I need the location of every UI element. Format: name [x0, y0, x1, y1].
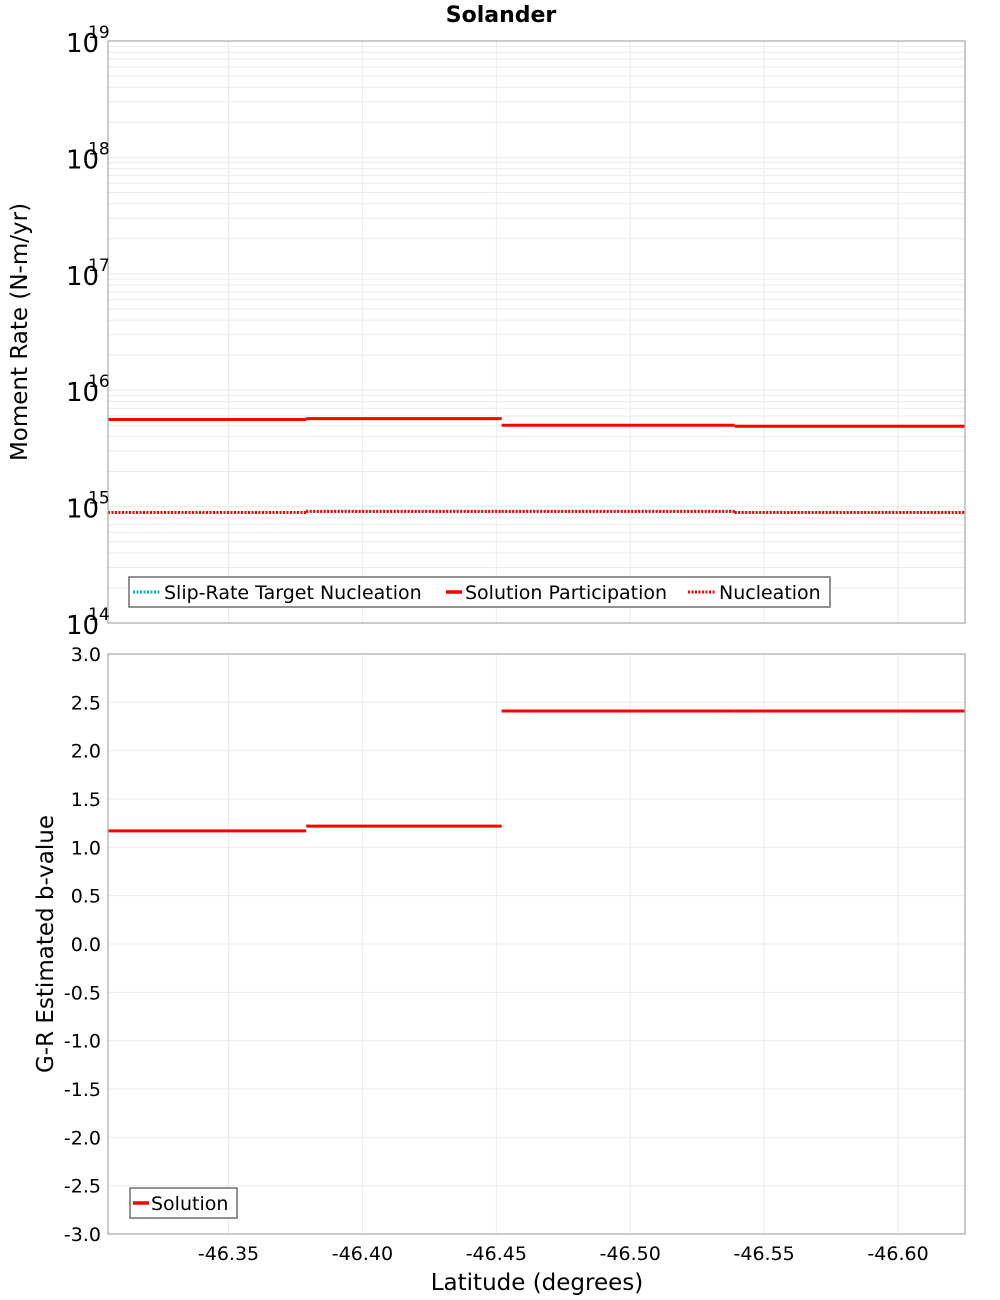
- x-tick-label: -46.40: [332, 1243, 393, 1265]
- bottom-plot-frame: [107, 653, 966, 1235]
- bottom-y-ticks: 3.0 2.5 2.0 1.5 1.0 0.5 0.0 -0.5 -1.0 -1.5 -2.0 -2.…: [64, 644, 101, 1246]
- y-tick-label: 1.0: [71, 837, 101, 859]
- bottom-series-lines: [108, 709, 965, 833]
- x-tick-label: -46.45: [466, 1243, 527, 1265]
- y-tick-label: 3.0: [71, 644, 101, 666]
- chart-title: Solander: [446, 3, 557, 28]
- bottom-legend: Solution: [129, 1187, 238, 1219]
- y-tick-exponent: 15: [88, 489, 110, 509]
- y-tick-label: 1.5: [71, 789, 101, 811]
- y-tick-label: 2.5: [71, 692, 101, 714]
- y-tick-label: 2.0: [71, 741, 101, 763]
- y-tick-label: -2.5: [64, 1176, 101, 1198]
- y-tick-exponent: 16: [88, 372, 110, 392]
- legend-label-nucleation: Nucleation: [719, 582, 821, 604]
- x-tick-label: -46.35: [198, 1243, 259, 1265]
- legend-label-solution: Solution: [151, 1193, 228, 1215]
- y-tick-label: 10: [66, 145, 99, 175]
- y-tick-exponent: 19: [88, 23, 110, 43]
- top-series-lines: [108, 417, 965, 514]
- x-tick-label: -46.60: [867, 1243, 928, 1265]
- top-gridlines: [108, 41, 965, 624]
- x-tick-label: -46.50: [600, 1243, 661, 1265]
- top-y-axis-label: Moment Rate (N-m/yr): [7, 203, 33, 461]
- top-legend: Slip-Rate Target Nucleation Solution Par…: [128, 576, 831, 608]
- legend-label-target: Slip-Rate Target Nucleation: [164, 582, 422, 604]
- bottom-gridlines: [108, 653, 965, 1235]
- y-tick-label: 10: [66, 262, 99, 292]
- y-tick-label: 0.0: [71, 934, 101, 956]
- x-axis-label: Latitude (degrees): [431, 1270, 644, 1296]
- y-tick-label: 10: [66, 495, 99, 525]
- x-tick-label: -46.55: [734, 1243, 795, 1265]
- y-tick-label: -2.0: [64, 1127, 101, 1149]
- y-tick-label: -1.5: [64, 1079, 101, 1101]
- y-tick-exponent: 18: [88, 139, 110, 159]
- bottom-y-axis-label: G-R Estimated b-value: [33, 815, 59, 1073]
- y-tick-label: 10: [66, 378, 99, 408]
- top-plot-frame: [107, 40, 966, 624]
- legend-label-solution-participation: Solution Participation: [465, 582, 667, 604]
- y-tick-label: -1.0: [64, 1031, 101, 1053]
- y-tick-exponent: 17: [88, 256, 110, 276]
- x-ticks: -46.35 -46.40 -46.45 -46.50 -46.55 -46.60: [198, 1243, 929, 1265]
- y-tick-label: -0.5: [64, 982, 101, 1004]
- b-value-panel: 3.0 2.5 2.0 1.5 1.0 0.5 0.0 -0.5 -1.0 -1.5 -2.0 -2.…: [33, 644, 966, 1296]
- y-tick-label: 10: [66, 29, 99, 59]
- y-tick-label: 0.5: [71, 886, 101, 908]
- y-tick-label: -3.0: [64, 1224, 101, 1246]
- y-tick-label: 10: [66, 611, 99, 641]
- y-tick-exponent: 14: [88, 605, 110, 625]
